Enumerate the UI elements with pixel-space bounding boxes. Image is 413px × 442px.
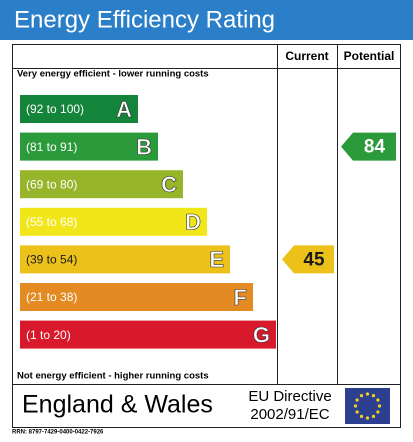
bottom-note: Not energy efficient - higher running co… — [17, 371, 209, 382]
frame — [12, 44, 401, 428]
potential-value: 84 — [364, 137, 386, 158]
band-range: (69 to 80) — [26, 177, 77, 191]
band-letter: F — [234, 285, 247, 310]
band-bar — [20, 95, 138, 123]
band-bar — [20, 132, 158, 161]
band-range: (39 to 54) — [26, 253, 77, 267]
title: Energy Efficiency Rating — [14, 6, 275, 33]
rrn: RRN: 8797-7429-0400-0422-7926 — [12, 430, 104, 436]
band-letter: B — [136, 134, 152, 159]
band-bar — [20, 283, 253, 311]
potential-header: Potential — [344, 49, 395, 63]
band-range: (1 to 20) — [26, 328, 71, 342]
band-range: (92 to 100) — [26, 102, 84, 116]
directive: 2002/91/EC — [250, 406, 329, 423]
current-header: Current — [285, 49, 328, 63]
band-letter: D — [185, 210, 201, 235]
directive: EU Directive — [248, 388, 331, 405]
band-bar — [20, 207, 207, 236]
potential-arrow — [341, 132, 396, 161]
band-range: (81 to 91) — [26, 140, 77, 154]
band-range: (21 to 38) — [26, 290, 77, 304]
band-letter: E — [209, 247, 224, 272]
band-bar — [20, 320, 276, 349]
region: England & Wales — [22, 391, 213, 419]
title-bar — [0, 0, 413, 40]
band-range: (55 to 68) — [26, 215, 77, 229]
current-value: 45 — [303, 249, 325, 270]
band-bar — [20, 245, 230, 274]
band-letter: A — [116, 97, 132, 122]
band-letter: G — [253, 322, 270, 347]
current-arrow — [282, 245, 334, 274]
band-bar — [20, 170, 183, 199]
eu-flag — [345, 388, 390, 424]
top-note: Very energy efficient - lower running co… — [17, 69, 209, 80]
band-letter: C — [161, 172, 177, 197]
